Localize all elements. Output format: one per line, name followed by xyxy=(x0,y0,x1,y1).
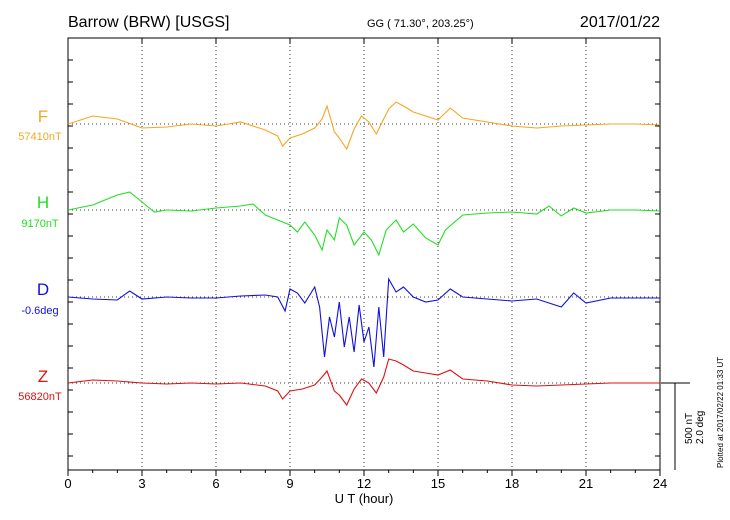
x-tick-label: 15 xyxy=(431,476,445,491)
x-tick-label: 0 xyxy=(64,476,71,491)
series-Z-line xyxy=(67,358,660,407)
chart-date: 2017/01/22 xyxy=(580,14,660,31)
series-baseline-H: 9170nT xyxy=(21,218,59,230)
scale-label: 500 nT xyxy=(684,413,695,444)
series-name-H: H xyxy=(37,193,49,212)
series-labels: F 57410nT H 9170nT D -0.6deg Z 56820nT xyxy=(18,107,62,403)
series-baseline-Z: 56820nT xyxy=(18,391,62,403)
series-name-Z: Z xyxy=(38,367,48,386)
grid xyxy=(68,38,660,470)
x-tick-label: 9 xyxy=(286,476,293,491)
baselines xyxy=(68,123,660,384)
series-name-F: F xyxy=(38,107,48,126)
x-axis-label: U T (hour) xyxy=(335,491,394,506)
series-baseline-F: 57410nT xyxy=(18,131,62,143)
x-tick-label: 18 xyxy=(505,476,519,491)
x-tick-label: 3 xyxy=(138,476,145,491)
scale-bar: 500 nT 2.0 deg xyxy=(661,382,706,470)
series-F-line xyxy=(67,101,661,151)
series-baseline-D: -0.6deg xyxy=(21,305,58,317)
x-tick-label: 21 xyxy=(579,476,593,491)
series-H-line xyxy=(67,191,661,257)
scale-label: 2.0 deg xyxy=(695,411,706,444)
series-name-D: D xyxy=(37,280,49,299)
x-tick-label: 24 xyxy=(653,476,667,491)
x-axis-ticks: 0 3 6 9 12 15 18 21 24 xyxy=(64,38,667,491)
station-coords: GG ( 71.30°, 203.25°) xyxy=(367,18,474,30)
station-title: Barrow (BRW) [USGS] xyxy=(68,14,230,31)
traces xyxy=(67,101,661,407)
plotted-note: Plotted at 2017/02/22 01:33 UT xyxy=(716,357,725,468)
x-tick-label: 12 xyxy=(357,476,371,491)
series-D-line xyxy=(67,277,660,368)
x-tick-label: 6 xyxy=(212,476,219,491)
